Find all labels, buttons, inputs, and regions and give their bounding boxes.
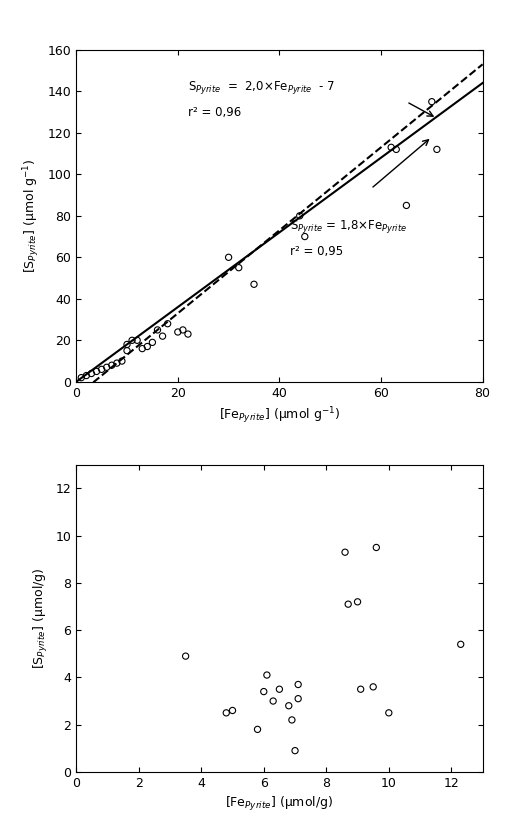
Point [181,650,189,663]
Point [253,723,262,736]
Point [148,335,156,349]
Point [143,339,151,353]
Point [250,277,258,290]
Point [158,330,167,343]
Point [296,209,304,222]
Point [433,143,441,156]
Point [123,338,131,351]
Point [179,323,187,337]
Point [294,678,302,691]
Point [275,682,283,696]
Point [164,317,172,330]
Point [372,541,380,554]
Point [457,637,465,651]
Point [260,685,268,698]
Point [369,681,377,694]
Point [184,327,192,340]
Y-axis label: [S$_{Pyrite}$] (μmol/g): [S$_{Pyrite}$] (μmol/g) [32,568,50,669]
Text: S$_{Pyrite}$  =  2,0×Fe$_{Pyrite}$  - 7: S$_{Pyrite}$ = 2,0×Fe$_{Pyrite}$ - 7 [188,79,335,95]
Point [263,668,271,681]
Point [229,704,237,717]
Point [341,545,349,559]
Point [235,261,243,274]
Point [87,367,96,380]
Point [77,371,85,384]
Point [174,325,182,339]
Point [123,344,131,357]
Text: r² = 0,96: r² = 0,96 [188,105,241,119]
Point [284,699,293,712]
Point [103,360,111,374]
Point [291,744,299,757]
Point [108,359,116,372]
Point [113,356,121,369]
Point [301,230,309,243]
Y-axis label: [S$_{Pyrite}$] (μmol g$^{-1}$): [S$_{Pyrite}$] (μmol g$^{-1}$) [21,159,42,273]
Point [385,706,393,720]
Point [288,713,296,726]
X-axis label: [Fe$_{Pyrite}$] (μmol g$^{-1}$): [Fe$_{Pyrite}$] (μmol g$^{-1}$) [219,405,340,426]
Point [294,692,302,705]
Point [92,364,101,378]
Point [392,143,400,156]
Point [344,598,352,611]
Point [354,595,362,608]
Point [128,334,136,347]
Point [387,140,395,154]
Text: S$_{Pyrite}$ = 1,8×Fe$_{Pyrite}$: S$_{Pyrite}$ = 1,8×Fe$_{Pyrite}$ [290,217,406,235]
Point [118,354,126,368]
Point [133,334,141,347]
Point [402,198,410,212]
Point [82,369,90,382]
Point [98,363,106,376]
Point [225,251,233,264]
Point [222,706,230,720]
Point [138,342,146,355]
Point [428,95,436,108]
Point [269,695,277,708]
X-axis label: [Fe$_{Pyrite}$] (μmol/g): [Fe$_{Pyrite}$] (μmol/g) [225,795,334,813]
Text: r² = 0,95: r² = 0,95 [290,245,343,257]
Point [153,323,162,337]
Point [357,682,365,696]
